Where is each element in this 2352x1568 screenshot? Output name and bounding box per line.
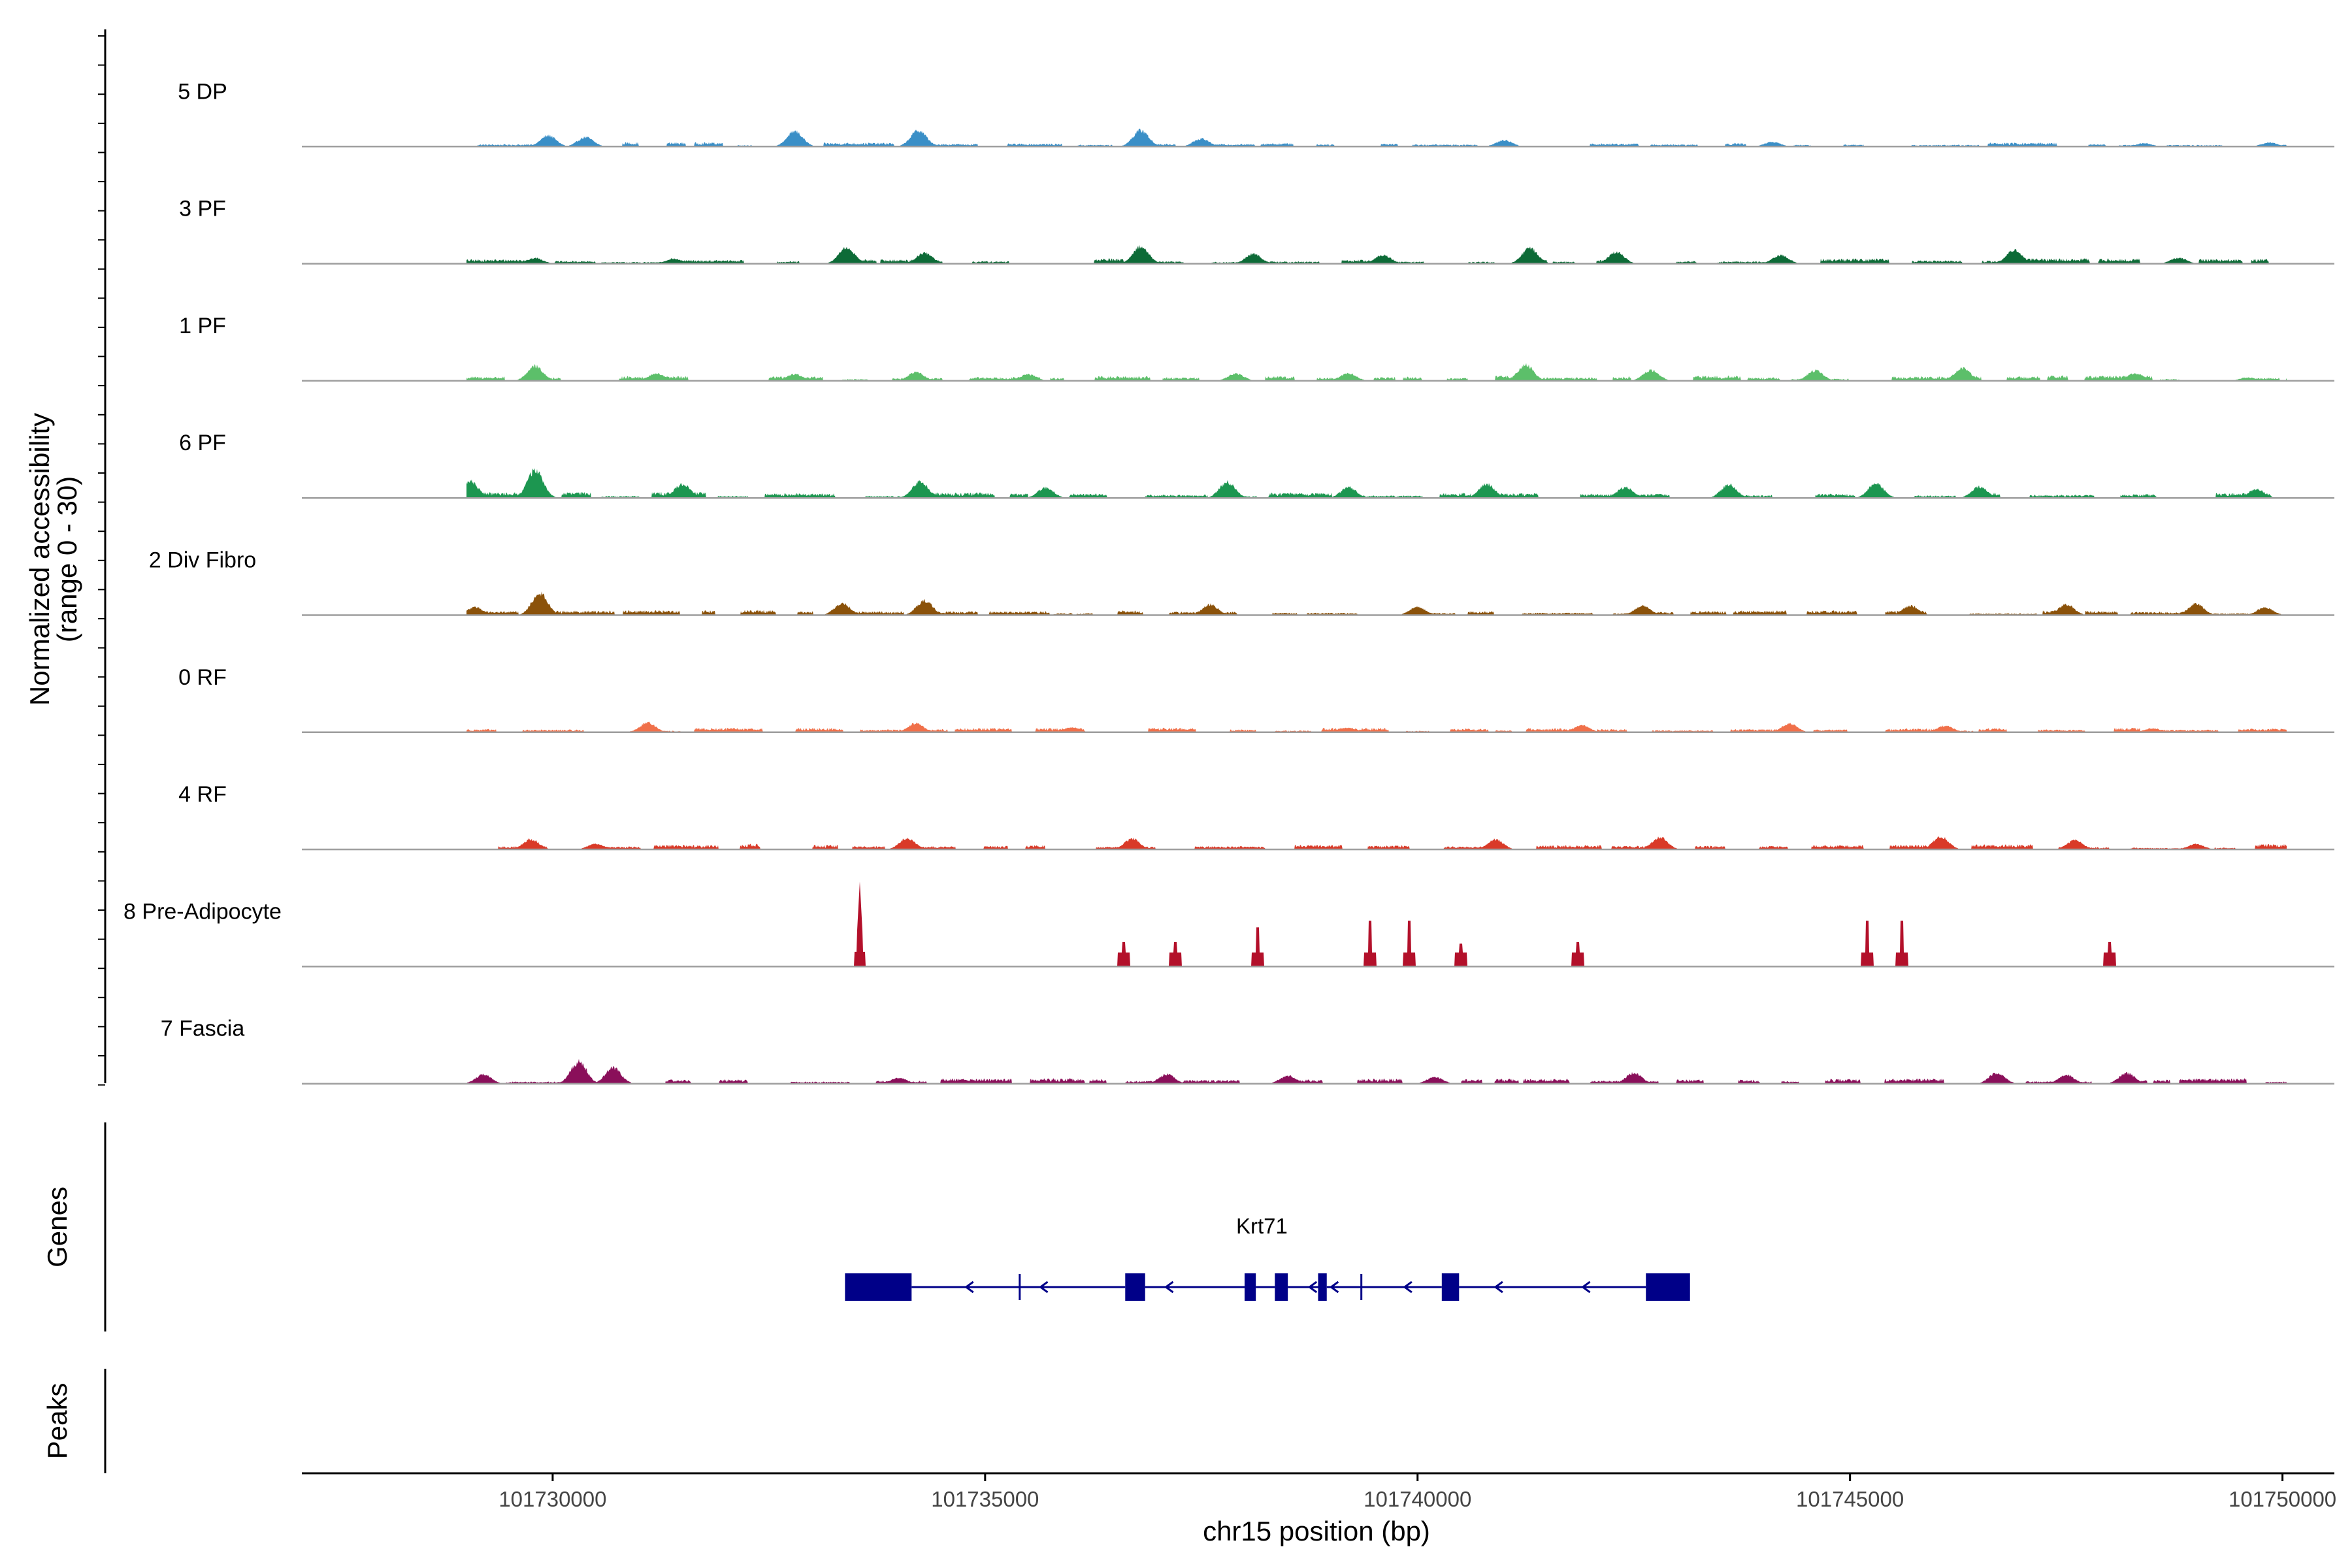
x-axis-title: chr15 position (bp) — [1203, 1516, 1430, 1546]
gene-exon — [845, 1273, 912, 1301]
track-8-pre-adipocyte: 8 Pre-Adipocyte — [123, 881, 2334, 968]
gene-exon — [1646, 1273, 1690, 1301]
gene-exon — [1275, 1273, 1288, 1301]
x-tick-label: 101740000 — [1364, 1487, 1471, 1511]
strand-arrow — [1403, 1281, 1413, 1294]
gene-exon — [1441, 1273, 1460, 1301]
gene-exon — [1244, 1273, 1256, 1301]
x-axis-ticks: 101730000 101735000 101740000 101745000 1017… — [498, 1473, 2336, 1511]
coverage-area — [466, 244, 2287, 264]
track-label: 6 PF — [179, 431, 226, 455]
genes-panel-title: Genes — [42, 1186, 73, 1267]
y-axis-title-line1: Normalized accessibility — [24, 413, 55, 706]
gene-label: Krt71 — [1236, 1214, 1288, 1238]
track-5-dp: 5 DP — [178, 79, 2334, 148]
coverage-area — [466, 363, 2287, 381]
coverage-area — [466, 881, 2287, 967]
track-3-pf: 3 PF — [179, 197, 2334, 265]
strand-arrow — [1164, 1281, 1174, 1294]
strand-arrow — [1494, 1281, 1503, 1294]
track-4-rf: 4 RF — [178, 782, 2334, 851]
track-label: 5 DP — [178, 79, 227, 104]
coverage-area — [466, 468, 2287, 498]
coverage-area — [466, 128, 2287, 147]
strand-arrow — [1307, 1281, 1318, 1294]
track-label: 4 RF — [178, 782, 227, 807]
coverage-area — [466, 591, 2287, 615]
track-label: 8 Pre-Adipocyte — [123, 899, 282, 924]
x-tick-label: 101745000 — [1796, 1487, 1904, 1511]
strand-arrow — [1039, 1281, 1049, 1294]
peaks-panel-title: Peaks — [42, 1383, 73, 1460]
gene-track: Krt71 — [845, 1214, 1690, 1301]
track-7-fascia: 7 Fascia — [161, 1017, 2334, 1085]
track-0-rf: 0 RF — [178, 665, 2334, 734]
coverage-area — [466, 1058, 2287, 1084]
strand-arrow — [1329, 1281, 1339, 1294]
x-tick-label: 101730000 — [498, 1487, 606, 1511]
track-label: 3 PF — [179, 197, 226, 221]
track-label: 0 RF — [178, 665, 227, 690]
coverage-y-ticks — [98, 35, 105, 1086]
track-label: 7 Fascia — [161, 1017, 245, 1041]
coverage-area — [466, 721, 2287, 732]
strand-arrow — [964, 1281, 974, 1294]
track-1-pf: 1 PF — [179, 314, 2334, 382]
gene-exon — [1125, 1273, 1145, 1301]
coverage-area — [466, 836, 2287, 850]
y-axis-title-line2: (range 0 - 30) — [52, 476, 82, 642]
track-label: 1 PF — [179, 314, 226, 338]
gene-exon — [1318, 1273, 1327, 1301]
strand-arrow — [1581, 1281, 1591, 1294]
track-6-pf: 6 PF — [179, 431, 2334, 499]
coverage-tracks: 5 DP 3 PF 1 PF 6 PF 2 Div Fibro 0 RF 4 RF 8 Pre… — [123, 79, 2334, 1085]
x-tick-label: 101750000 — [2229, 1487, 2336, 1511]
track-2-div-fibro: 2 Div Fibro — [149, 548, 2334, 616]
x-tick-label: 101735000 — [931, 1487, 1039, 1511]
track-label: 2 Div Fibro — [149, 548, 256, 573]
